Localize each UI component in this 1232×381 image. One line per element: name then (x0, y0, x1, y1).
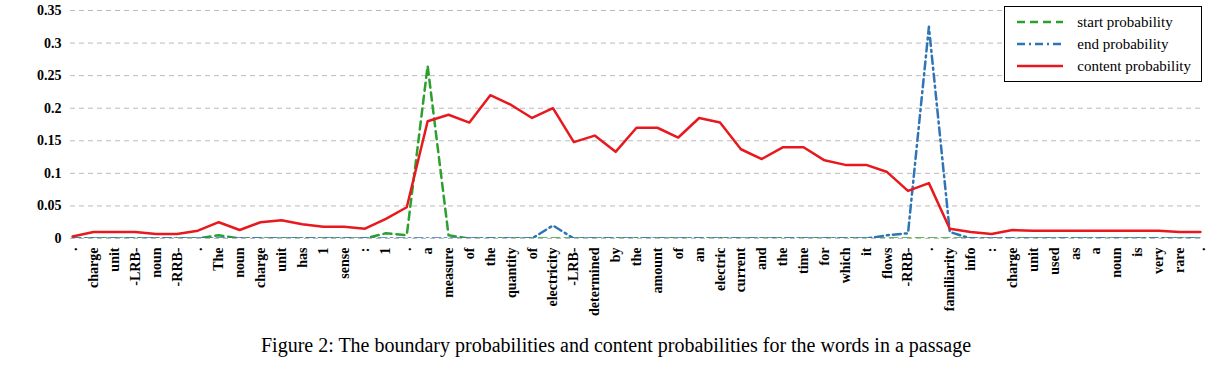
svg-text:.: . (1193, 248, 1208, 252)
svg-text:0: 0 (55, 231, 62, 246)
svg-text:info: info (963, 248, 978, 271)
svg-text:.: . (190, 248, 205, 252)
svg-text:very: very (1151, 248, 1166, 274)
svg-text:sense: sense (337, 248, 352, 279)
svg-text:for: for (817, 248, 832, 266)
svg-text:-RRB-: -RRB- (169, 247, 184, 286)
svg-text:of: of (671, 247, 686, 259)
svg-text:quantity: quantity (504, 248, 519, 299)
svg-text:noun: noun (1109, 247, 1124, 278)
svg-text:is: is (1130, 247, 1145, 257)
svg-text:the: the (483, 248, 498, 267)
svg-text:charge: charge (253, 248, 268, 288)
svg-text:an: an (692, 247, 707, 262)
svg-text:and: and (754, 247, 769, 270)
svg-text:.: . (399, 248, 414, 252)
svg-text:by: by (608, 248, 623, 263)
svg-text:unit: unit (1026, 247, 1041, 271)
svg-text:current: current (733, 247, 748, 292)
svg-text:0.3: 0.3 (44, 36, 62, 51)
svg-text:0.05: 0.05 (37, 198, 62, 213)
svg-text:the: the (629, 248, 644, 267)
svg-text:charge: charge (86, 248, 101, 288)
svg-text:determined: determined (587, 247, 602, 316)
svg-text:0.15: 0.15 (37, 133, 62, 148)
svg-text:of: of (525, 247, 540, 259)
svg-text:the: the (775, 248, 790, 267)
svg-text:which: which (838, 247, 853, 283)
svg-text::: : (357, 248, 372, 253)
svg-text:noun: noun (232, 247, 247, 278)
svg-text:a: a (1088, 248, 1103, 255)
svg-text:0.2: 0.2 (44, 101, 62, 116)
svg-text:-RRB-: -RRB- (900, 247, 915, 286)
svg-text:unit: unit (107, 247, 122, 271)
svg-text:as: as (1068, 247, 1083, 260)
svg-text:has: has (295, 247, 310, 268)
svg-text::: : (984, 248, 999, 253)
svg-text:familiarity: familiarity (942, 248, 957, 312)
svg-text:1: 1 (378, 248, 393, 255)
svg-text:unit: unit (274, 247, 289, 271)
svg-text:charge: charge (1005, 248, 1020, 288)
svg-text:-LRB-: -LRB- (566, 247, 581, 285)
svg-text:.: . (65, 248, 80, 252)
svg-text:rare: rare (1172, 248, 1187, 273)
svg-text:-LRB-: -LRB- (128, 247, 143, 285)
html-text:end probability: end probability (1077, 35, 1169, 52)
svg-text:electric: electric (713, 248, 728, 292)
svg-text:a: a (420, 248, 435, 255)
svg-text:used: used (1047, 247, 1062, 274)
svg-text:0.35: 0.35 (37, 3, 62, 18)
svg-text:0.25: 0.25 (37, 68, 62, 83)
svg-text:time: time (796, 248, 811, 274)
svg-text:noun: noun (149, 247, 164, 278)
svg-text:1: 1 (316, 248, 331, 255)
svg-text:of: of (462, 247, 477, 259)
svg-text:electricity: electricity (545, 248, 560, 307)
svg-text:amount: amount (650, 247, 665, 293)
svg-text:.: . (921, 248, 936, 252)
svg-text:The: The (211, 248, 226, 271)
html-text:start probability: start probability (1077, 13, 1173, 30)
svg-text:0.1: 0.1 (44, 166, 62, 181)
html-text:Figure 2: The boundary probabi: Figure 2: The boundary probabilities and… (261, 334, 971, 356)
svg-text:flows: flows (880, 247, 895, 279)
svg-text:it: it (859, 247, 874, 256)
html-text:content probability: content probability (1077, 57, 1191, 74)
svg-text:measure: measure (441, 248, 456, 298)
